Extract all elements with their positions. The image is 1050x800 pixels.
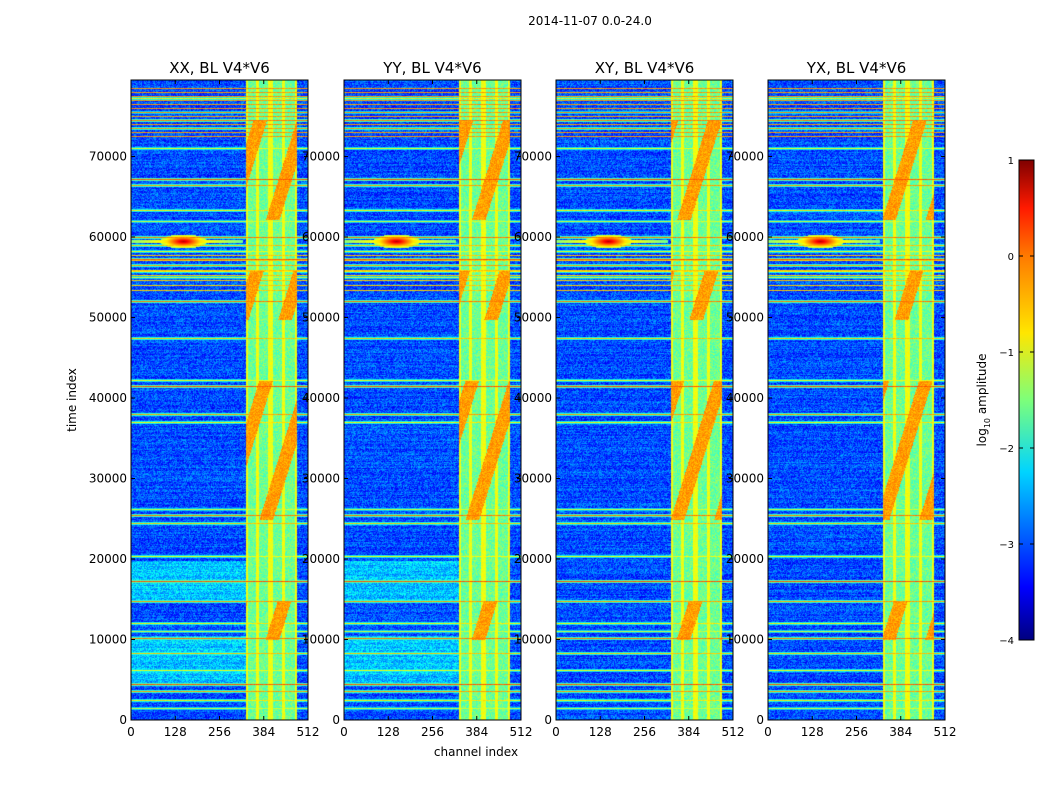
- panel-title: YX, BL V4*V6: [806, 59, 907, 77]
- colorbar-tick-label: −3: [999, 540, 1014, 551]
- x-tick-label: 384: [252, 725, 275, 739]
- x-tick-label: 128: [377, 725, 400, 739]
- y-tick-label: 0: [119, 713, 127, 727]
- x-tick-label: 128: [164, 725, 187, 739]
- panel-xy: XY, BL V4*V6 0 128 256 384 512 0 10000 20000 3000…: [514, 59, 745, 739]
- y-tick-label: 60000: [89, 230, 127, 244]
- colorbar-tick-label: 1: [1008, 156, 1014, 167]
- colorbar-tick-label: −4: [999, 636, 1014, 647]
- y-tick-label: 20000: [302, 552, 340, 566]
- y-tick-label: 70000: [726, 149, 764, 163]
- colorbar-label: log10 amplitude: [975, 354, 992, 447]
- heatmap-yy: [344, 80, 521, 720]
- x-tick-label: 384: [889, 725, 912, 739]
- heatmap-yx: [768, 80, 945, 720]
- heatmap-xy: [556, 80, 733, 720]
- x-tick-label: 384: [677, 725, 700, 739]
- colorbar-tick-label: 0: [1008, 252, 1014, 263]
- x-tick-label: 0: [127, 725, 135, 739]
- y-tick-label: 30000: [726, 471, 764, 485]
- y-tick-label: 60000: [726, 230, 764, 244]
- y-tick-label: 60000: [302, 230, 340, 244]
- panel-title: YY, BL V4*V6: [382, 59, 481, 77]
- x-tick-label: 128: [589, 725, 612, 739]
- panel-yy: YY, BL V4*V6 0 128 256 384 512 0 10000 20000 3000…: [302, 59, 533, 739]
- y-tick-label: 0: [332, 713, 340, 727]
- x-tick-label: 128: [801, 725, 824, 739]
- y-tick-label: 40000: [302, 391, 340, 405]
- x-tick-label: 384: [465, 725, 488, 739]
- y-tick-label: 70000: [89, 149, 127, 163]
- x-tick-label: 0: [764, 725, 772, 739]
- y-tick-label: 10000: [514, 632, 552, 646]
- y-axis-label: time index: [65, 368, 79, 432]
- y-tick-label: 20000: [726, 552, 764, 566]
- x-tick-label: 512: [934, 725, 957, 739]
- x-axis-label: channel index: [434, 745, 518, 759]
- y-tick-label: 30000: [302, 471, 340, 485]
- panel-title: XY, BL V4*V6: [595, 59, 695, 77]
- y-tick-label: 20000: [514, 552, 552, 566]
- y-tick-label: 50000: [302, 310, 340, 324]
- heatmap-xx: [131, 80, 308, 720]
- y-tick-label: 70000: [302, 149, 340, 163]
- y-tick-label: 30000: [514, 471, 552, 485]
- x-tick-label: 0: [340, 725, 348, 739]
- colorbar-tick-label: −1: [999, 348, 1014, 359]
- y-tick-label: 40000: [89, 391, 127, 405]
- colorbar-tick-label: −2: [999, 444, 1014, 455]
- colorbar: [1018, 159, 1035, 641]
- x-tick-label: 512: [297, 725, 320, 739]
- y-tick-label: 50000: [514, 310, 552, 324]
- y-tick-label: 50000: [726, 310, 764, 324]
- y-tick-label: 40000: [514, 391, 552, 405]
- x-tick-label: 0: [552, 725, 560, 739]
- y-tick-label: 0: [544, 713, 552, 727]
- y-tick-label: 30000: [89, 471, 127, 485]
- y-tick-label: 10000: [89, 632, 127, 646]
- y-tick-label: 60000: [514, 230, 552, 244]
- y-tick-label: 10000: [302, 632, 340, 646]
- figure-suptitle: 2014-11-07 0.0-24.0: [528, 14, 652, 28]
- y-tick-label: 0: [756, 713, 764, 727]
- x-tick-label: 512: [510, 725, 533, 739]
- x-tick-label: 256: [208, 725, 231, 739]
- panel-yx: YX, BL V4*V6 0 128 256 384 512 0 10000 20000 3000…: [726, 59, 957, 739]
- panel-xx: XX, BL V4*V6 0 128 256 384 512 0 10000 20000 3000…: [89, 59, 320, 739]
- y-tick-label: 20000: [89, 552, 127, 566]
- panel-title: XX, BL V4*V6: [169, 59, 270, 77]
- x-tick-label: 256: [845, 725, 868, 739]
- x-tick-label: 512: [722, 725, 745, 739]
- y-tick-label: 40000: [726, 391, 764, 405]
- x-tick-label: 256: [633, 725, 656, 739]
- y-tick-label: 70000: [514, 149, 552, 163]
- x-tick-label: 256: [421, 725, 444, 739]
- y-tick-label: 10000: [726, 632, 764, 646]
- y-tick-label: 50000: [89, 310, 127, 324]
